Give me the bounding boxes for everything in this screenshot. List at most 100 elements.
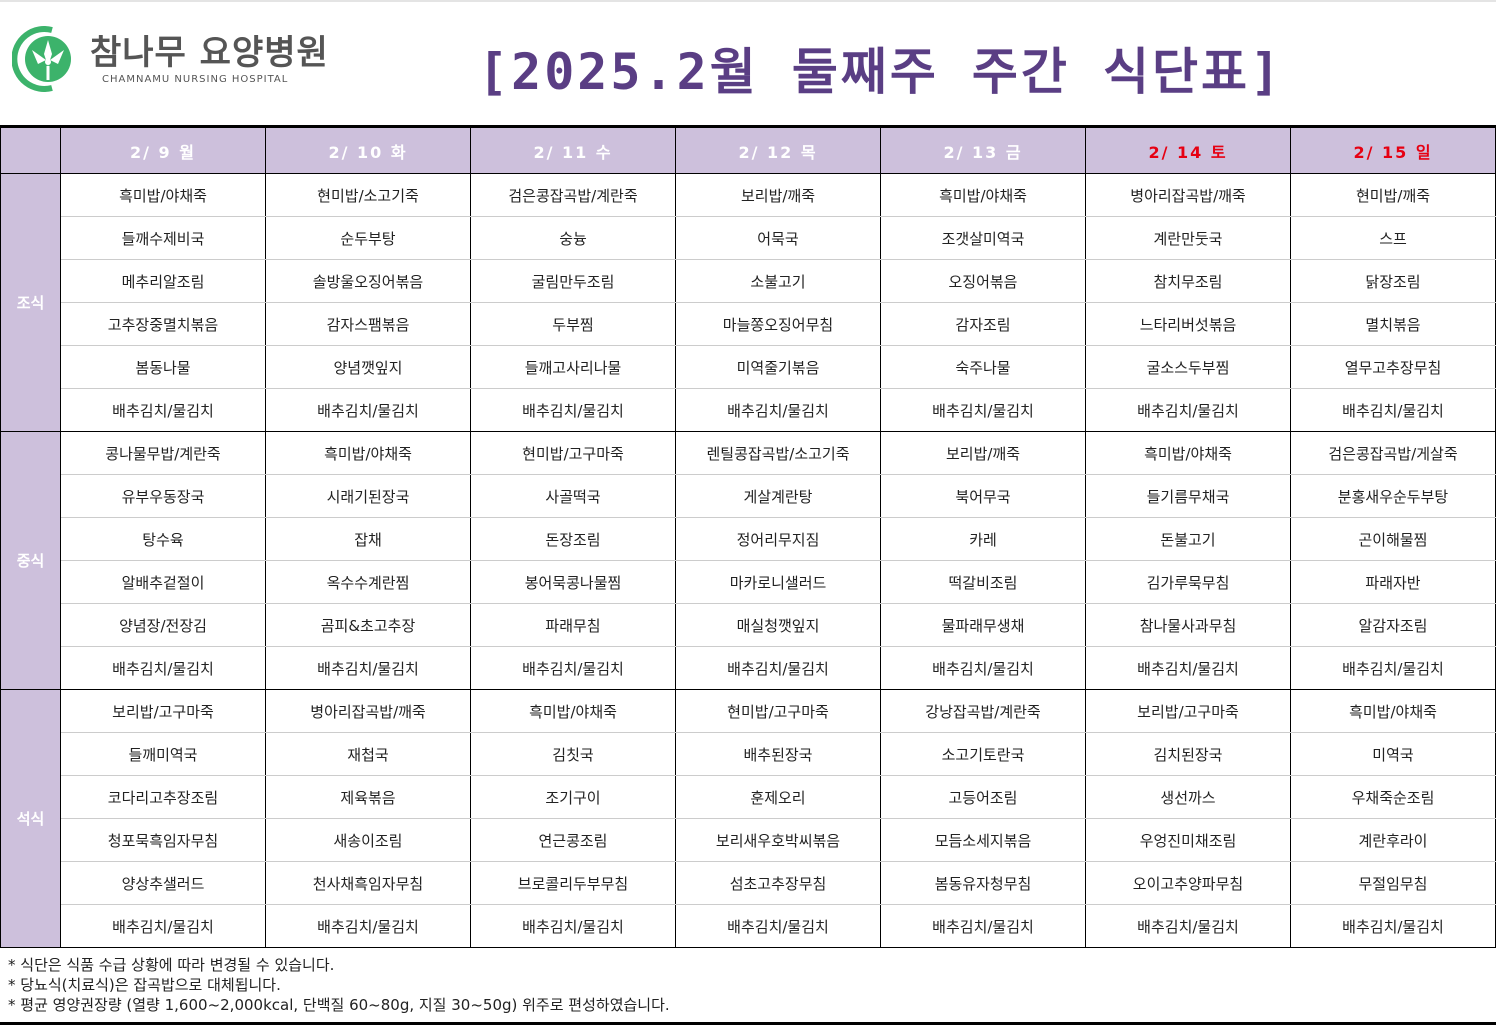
menu-cell: 분홍새우순두부탕 (1290, 474, 1496, 518)
note: * 식단은 식품 수급 상황에 따라 변경될 수 있습니다. (8, 956, 335, 974)
menu-cell: 오이고추양파무침 (1085, 861, 1291, 905)
hospital-logo: 참나무 요양병원 CHAMNAMU NURSING HOSPITAL (12, 26, 329, 92)
logo-korean-name: 참나무 요양병원 (90, 32, 329, 73)
menu-cell: 느타리버섯볶음 (1085, 302, 1291, 346)
menu-cell: 유부우동장국 (60, 474, 266, 518)
menu-cell: 어묵국 (675, 216, 881, 260)
menu-cell: 김치된장국 (1085, 732, 1291, 776)
menu-cell: 배추김치/물김치 (60, 388, 266, 432)
menu-cell: 배추김치/물김치 (880, 904, 1086, 948)
page-title: [2025.2월 둘째주 주간 식단표] (478, 43, 1284, 101)
menu-cell: 배추김치/물김치 (1085, 646, 1291, 690)
menu-cell: 배추김치/물김치 (1290, 904, 1496, 948)
menu-cell: 열무고추장무침 (1290, 345, 1496, 389)
table-row: 청포묵흑임자무침 새송이조림 연근콩조림 보리새우호박씨볶음 모듬소세지볶음 우엉진미채조… (1, 818, 1496, 862)
menu-cell: 보리새우호박씨볶음 (675, 818, 881, 862)
menu-cell: 마늘쫑오징어무침 (675, 302, 881, 346)
menu-cell: 렌틸콩잡곡밥/소고기죽 (675, 431, 881, 475)
menu-cell: 시래기된장국 (265, 474, 471, 518)
table-row: 석식 보리밥/고구마죽 병아리잡곡밥/깨죽 흑미밥/야채죽 현미밥/고구마죽 강낭잡곡밥/… (0, 689, 1496, 948)
menu-cell: 우엉진미채조림 (1085, 818, 1291, 862)
menu-cell: 검은콩잡곡밥/계란죽 (470, 173, 676, 217)
menu-cell: 현미밥/소고기죽 (265, 173, 471, 217)
table-row: 조식 흑미밥/야채죽 현미밥/소고기죽 검은콩잡곡밥/계란죽 보리밥/깨죽 흑미밥/야채죽… (0, 173, 1496, 432)
menu-cell: 고등어조림 (880, 775, 1086, 819)
table-row: 배추김치/물김치 배추김치/물김치 배추김치/물김치 배추김치/물김치 배추김치/물김치… (1, 646, 1496, 690)
menu-cell: 훈제오리 (675, 775, 881, 819)
menu-cell: 강낭잡곡밥/계란죽 (880, 689, 1086, 733)
menu-cell: 배추김치/물김치 (265, 904, 471, 948)
leaf-logo-icon (12, 26, 71, 92)
menu-cell: 참나물사과무침 (1085, 603, 1291, 647)
menu-cell: 오징어볶음 (880, 259, 1086, 303)
menu-cell: 배추김치/물김치 (60, 904, 266, 948)
menu-cell: 보리밥/깨죽 (675, 173, 881, 217)
menu-cell: 들깨고사리나물 (470, 345, 676, 389)
menu-cell: 계란만둣국 (1085, 216, 1291, 260)
menu-cell: 브로콜리두부무침 (470, 861, 676, 905)
menu-cell: 배추김치/물김치 (880, 646, 1086, 690)
menu-cell: 병아리잡곡밥/깨죽 (1085, 173, 1291, 217)
menu-cell: 조갯살미역국 (880, 216, 1086, 260)
meal-label: 석식 (0, 689, 61, 948)
menu-cell: 탕수육 (60, 517, 266, 561)
menu-cell: 곤이해물찜 (1290, 517, 1496, 561)
menu-cell: 현미밥/고구마죽 (675, 689, 881, 733)
menu-cell: 미역줄기볶음 (675, 345, 881, 389)
menu-cell: 콩나물무밥/계란죽 (60, 431, 266, 475)
menu-cell: 검은콩잡곡밥/게살죽 (1290, 431, 1496, 475)
day-header: 2/ 14 토 (1085, 126, 1291, 174)
menu-cell: 감자조림 (880, 302, 1086, 346)
menu-cell: 숙주나물 (880, 345, 1086, 389)
menu-cell: 새송이조림 (265, 818, 471, 862)
menu-cell: 곰피&초고추장 (265, 603, 471, 647)
menu-cell: 배추김치/물김치 (470, 904, 676, 948)
menu-cell: 무절임무침 (1290, 861, 1496, 905)
menu-cell: 물파래무생채 (880, 603, 1086, 647)
menu-cell: 배추김치/물김치 (265, 646, 471, 690)
menu-cell: 배추김치/물김치 (265, 388, 471, 432)
menu-cell: 스프 (1290, 216, 1496, 260)
menu-cell: 매실청깻잎지 (675, 603, 881, 647)
table-row: 유부우동장국 시래기된장국 사골떡국 게살계란탕 북어무국 들기름무채국 분홍새우순두부탕 (1, 474, 1496, 518)
table-row: 알배추겉절이 옥수수계란찜 봉어묵콩나물찜 마카로니샐러드 떡갈비조림 김가루묵무침 파래자… (1, 560, 1496, 604)
note: * 평균 영양권장량 (열량 1,600~2,000kcal, 단백질 60~8… (8, 996, 670, 1014)
weekly-menu-table: 2/ 9 월 2/ 10 화 2/ 11 수 2/ 12 목 2/ 13 금 2/ 14 … (0, 125, 1496, 948)
menu-cell: 메추리알조림 (60, 259, 266, 303)
menu-cell: 들깨미역국 (60, 732, 266, 776)
menu-cell: 파래무침 (470, 603, 676, 647)
menu-cell: 소불고기 (675, 259, 881, 303)
menu-cell: 배추김치/물김치 (675, 904, 881, 948)
table-row: 탕수육 잡채 돈장조림 정어리무지짐 카레 돈불고기 곤이해물찜 (1, 517, 1496, 561)
table-row: 배추김치/물김치 배추김치/물김치 배추김치/물김치 배추김치/물김치 배추김치/물김치… (1, 388, 1496, 432)
menu-cell: 돈불고기 (1085, 517, 1291, 561)
menu-cell: 양상추샐러드 (60, 861, 266, 905)
menu-cell: 배추김치/물김치 (60, 646, 266, 690)
menu-cell: 김가루묵무침 (1085, 560, 1291, 604)
menu-cell: 흑미밥/야채죽 (1085, 431, 1291, 475)
menu-cell: 떡갈비조림 (880, 560, 1086, 604)
table-row: 들깨미역국 재첩국 김칫국 배추된장국 소고기토란국 김치된장국 미역국 (1, 732, 1496, 776)
menu-cell: 현미밥/깨죽 (1290, 173, 1496, 217)
menu-cell: 미역국 (1290, 732, 1496, 776)
day-header: 2/ 13 금 (880, 126, 1086, 174)
menu-cell: 계란후라이 (1290, 818, 1496, 862)
menu-cell: 배추김치/물김치 (880, 388, 1086, 432)
menu-cell: 보리밥/깨죽 (880, 431, 1086, 475)
menu-cell: 병아리잡곡밥/깨죽 (265, 689, 471, 733)
menu-cell: 마카로니샐러드 (675, 560, 881, 604)
meal-label: 조식 (0, 173, 61, 432)
menu-cell: 흑미밥/야채죽 (265, 431, 471, 475)
menu-cell: 현미밥/고구마죽 (470, 431, 676, 475)
day-header: 2/ 12 목 (675, 126, 881, 174)
day-header: 2/ 9 월 (60, 126, 266, 174)
table-row: 메추리알조림 솔방울오징어볶음 굴림만두조림 소불고기 오징어볶음 참치무조림 닭장조림 (1, 259, 1496, 303)
menu-cell: 청포묵흑임자무침 (60, 818, 266, 862)
table-row: 양상추샐러드 천사채흑임자무침 브로콜리두부무침 섬초고추장무침 봄동유자청무침 오이고추… (1, 861, 1496, 905)
menu-cell: 닭장조림 (1290, 259, 1496, 303)
menu-cell: 참치무조림 (1085, 259, 1291, 303)
table-row: 배추김치/물김치 배추김치/물김치 배추김치/물김치 배추김치/물김치 배추김치/물김치… (1, 904, 1496, 948)
menu-cell: 들깨수제비국 (60, 216, 266, 260)
menu-cell: 봄동유자청무침 (880, 861, 1086, 905)
menu-cell: 솔방울오징어볶음 (265, 259, 471, 303)
